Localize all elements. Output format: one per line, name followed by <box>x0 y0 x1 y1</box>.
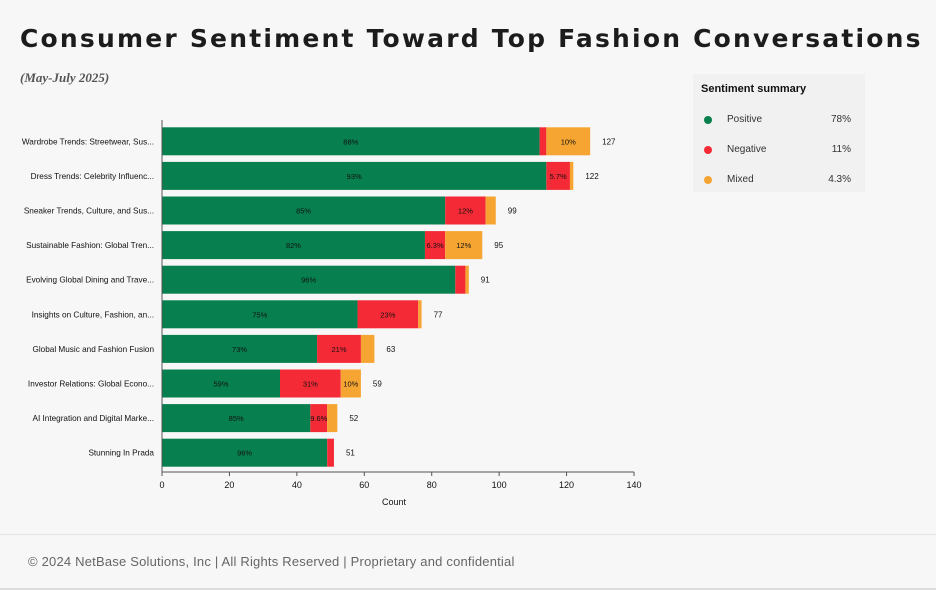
bar-total-label: 77 <box>434 310 443 319</box>
bar-segment-negative <box>280 369 341 398</box>
segment-label: 6.3% <box>427 241 444 250</box>
bar-total-label: 99 <box>508 207 517 216</box>
x-tick-label: 40 <box>292 480 302 490</box>
bar-segment-positive <box>162 404 311 433</box>
summary-row-mixed: Mixed 4.3% <box>701 174 859 188</box>
bar-segment-mixed <box>340 369 361 398</box>
segment-label: 12% <box>458 207 473 216</box>
x-tick-label: 140 <box>626 480 641 490</box>
summary-value: 11% <box>831 144 851 155</box>
bar-segment-mixed <box>569 161 574 190</box>
category-label: AI Integration and Digital Marke... <box>32 414 154 423</box>
bar-total-label: 59 <box>373 380 382 389</box>
summary-label: Negative <box>727 144 767 155</box>
bar-segment-mixed <box>327 404 338 433</box>
bar-segment-positive <box>162 334 318 363</box>
segment-label: 88% <box>343 137 358 146</box>
bar-segment-negative <box>546 161 570 190</box>
bar-segment-positive <box>162 300 358 329</box>
summary-row-negative: Negative 11% <box>701 144 859 158</box>
positive-dot-icon <box>704 116 712 124</box>
segment-label: 82% <box>286 241 301 250</box>
category-label: Sneaker Trends, Culture, and Sus... <box>24 207 154 216</box>
bar-segment-mixed <box>418 300 422 329</box>
x-tick-label: 120 <box>559 480 574 490</box>
bar-segment-mixed <box>485 196 496 225</box>
sentiment-summary-panel: Sentiment summary Positive 78% Negative … <box>693 74 865 192</box>
bar-segment-positive <box>162 161 547 190</box>
bar-total-label: 91 <box>481 276 490 285</box>
bar-total-label: 51 <box>346 449 355 458</box>
summary-value: 78% <box>830 114 851 125</box>
bar-segment-negative <box>424 231 446 260</box>
bar-segment-mixed <box>445 231 483 260</box>
segment-label: 23% <box>380 310 395 319</box>
category-label: Sustainable Fashion: Global Tren... <box>26 241 154 250</box>
bar-total-label: 63 <box>386 345 395 354</box>
bottom-divider <box>0 588 936 590</box>
segment-label: 5.7% <box>550 172 567 181</box>
category-label: Insights on Culture, Fashion, an... <box>32 310 154 319</box>
bar-segment-negative <box>539 127 547 156</box>
segment-label: 59% <box>213 380 228 389</box>
bar-segment-positive <box>162 438 328 467</box>
segment-label: 21% <box>331 345 346 354</box>
bar-segment-positive <box>162 231 425 260</box>
x-tick-label: 100 <box>492 480 507 490</box>
stacked-bar-chart: Wardrobe Trends: Streetwear, Sus... 88% 10… <box>22 120 642 507</box>
segment-label: 96% <box>301 276 316 285</box>
summary-label: Positive <box>727 114 763 125</box>
x-tick-label: 80 <box>427 480 437 490</box>
category-label: Investor Relations: Global Econo... <box>28 380 154 389</box>
segment-label: 10% <box>561 137 576 146</box>
bar-segment-negative <box>455 265 466 294</box>
mixed-dot-icon <box>704 176 712 184</box>
category-label: Wardrobe Trends: Streetwear, Sus... <box>22 137 154 146</box>
summary-value: 4.3% <box>828 174 851 185</box>
bar-total-label: 52 <box>349 414 358 423</box>
bar-segment-mixed <box>360 334 375 363</box>
segment-label: 85% <box>296 207 311 216</box>
summary-label: Mixed <box>727 174 754 185</box>
category-label: Dress Trends: Celebrity Influenc... <box>31 172 154 181</box>
category-label: Stunning In Prada <box>88 449 154 458</box>
segment-label: 10% <box>343 380 358 389</box>
bar-total-label: 95 <box>494 241 503 250</box>
segment-label: 96% <box>237 449 252 458</box>
bar-segment-negative <box>310 404 328 433</box>
segment-label: 75% <box>252 310 267 319</box>
category-label: Evolving Global Dining and Trave... <box>26 276 154 285</box>
segment-label: 93% <box>347 172 362 181</box>
bar-segment-mixed <box>546 127 591 156</box>
bar-segment-positive <box>162 196 446 225</box>
bar-segment-mixed <box>465 265 469 294</box>
bar-segment-positive <box>162 127 540 156</box>
bar-segment-positive <box>162 265 456 294</box>
summary-title: Sentiment summary <box>701 83 807 95</box>
bar-segment-negative <box>445 196 486 225</box>
x-tick-label: 0 <box>159 480 164 490</box>
copyright-footer: © 2024 NetBase Solutions, Inc | All Righ… <box>28 554 515 569</box>
x-tick-label: 60 <box>359 480 369 490</box>
summary-row-positive: Positive 78% <box>701 114 859 128</box>
bar-total-label: 122 <box>585 172 599 181</box>
bar-segment-negative <box>357 300 419 329</box>
segment-label: 12% <box>456 241 471 250</box>
segment-label: 9.6% <box>310 414 327 423</box>
footer-divider <box>0 534 936 535</box>
chart-title: Consumer Sentiment Toward Top Fashion Co… <box>20 24 923 53</box>
bar-segment-positive <box>162 369 280 398</box>
x-axis-label: Count <box>382 497 407 507</box>
bar-segment-negative <box>327 438 334 467</box>
bar-total-label: 127 <box>602 137 616 146</box>
segment-label: 85% <box>229 414 244 423</box>
segment-label: 31% <box>303 380 318 389</box>
bar-segment-negative <box>317 334 361 363</box>
category-label: Global Music and Fashion Fusion <box>32 345 154 354</box>
x-tick-label: 20 <box>224 480 234 490</box>
chart-subtitle: (May-July 2025) <box>20 70 110 85</box>
negative-dot-icon <box>704 146 712 154</box>
segment-label: 73% <box>232 345 247 354</box>
